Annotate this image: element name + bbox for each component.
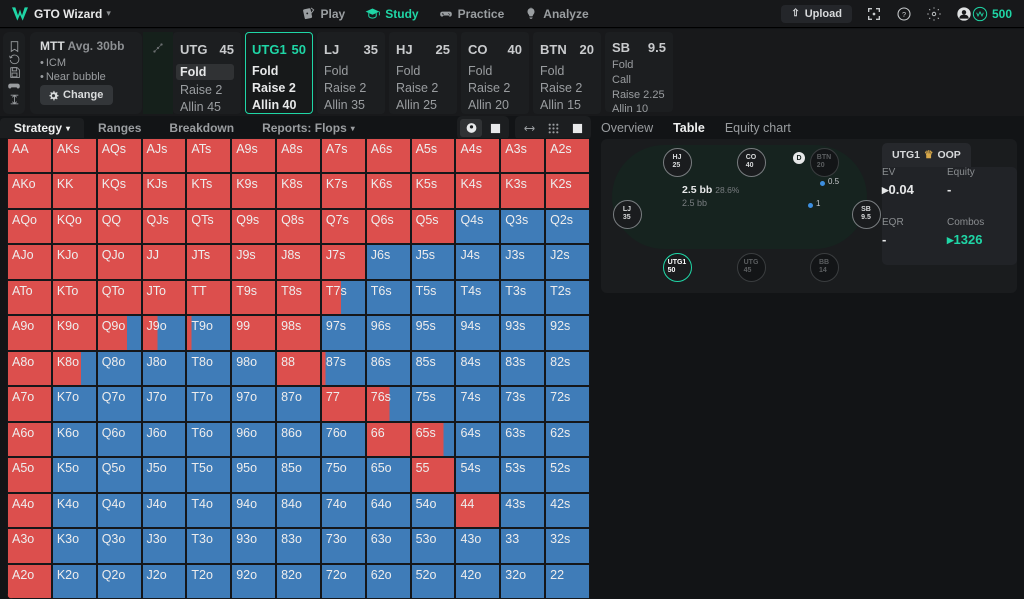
svg-text:?: ? bbox=[902, 10, 906, 19]
